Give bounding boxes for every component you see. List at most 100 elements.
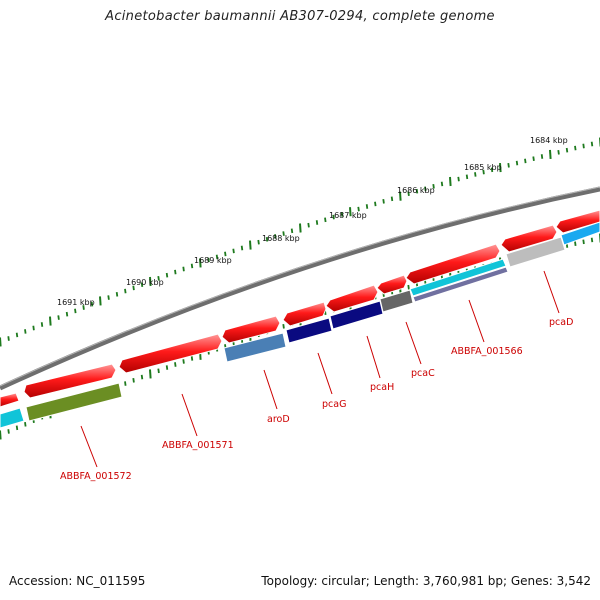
scale-tick-upper <box>582 143 585 149</box>
scale-tick-upper <box>65 311 69 317</box>
leader-pcac <box>405 321 422 365</box>
scale-tick-lower <box>0 430 2 440</box>
gene-label-abbfa-001572: ABBFA_001572 <box>60 471 132 482</box>
feature-box-pcag[interactable] <box>285 317 333 344</box>
scale-tick-upper <box>174 269 177 275</box>
gene-labels: ABBFA_001572 ABBFA_001571 aroD pcaG pcaH… <box>60 317 573 482</box>
scale-tick-upper <box>49 316 52 326</box>
leader-arod <box>263 369 278 410</box>
feature-box-abbfa-001572[interactable] <box>25 382 123 422</box>
scale-tick-upper <box>215 254 219 260</box>
scale-tick-upper <box>140 282 144 288</box>
kbp-label-1686: 1686 kbp <box>397 186 435 195</box>
kbp-scale-upper <box>0 137 600 347</box>
scale-tick-upper <box>332 214 335 220</box>
scale-tick-lower <box>15 425 19 431</box>
scale-tick-upper <box>449 176 452 187</box>
scale-tick-upper <box>482 169 485 175</box>
gene-label-pcag: pcaG <box>322 399 346 410</box>
map-title: Acinetobacter baumannii AB307-0294, comp… <box>105 9 495 24</box>
scale-tick-upper <box>399 191 402 201</box>
feature-box-abbfa-001566[interactable] <box>409 258 507 297</box>
scale-tick-upper <box>257 239 260 245</box>
kbp-label-1690: 1690 kbp <box>126 278 164 287</box>
feature-box-pcac[interactable] <box>379 289 414 313</box>
scale-tick-upper <box>282 231 285 236</box>
kbp-label-1685: 1685 kbp <box>464 163 502 172</box>
scale-tick-upper <box>507 162 510 168</box>
scale-tick-upper <box>190 263 194 269</box>
gene-feature[interactable] <box>221 315 281 344</box>
gene-label-abbfa-001566: ABBFA_001566 <box>451 346 523 357</box>
gene-label-pcac: pcaC <box>411 368 435 379</box>
gene-label-leaders <box>80 270 560 468</box>
scale-tick-upper <box>299 223 302 233</box>
scale-tick-upper <box>182 266 185 272</box>
scale-tick-upper <box>232 248 235 254</box>
gene-feature[interactable] <box>282 301 327 327</box>
scale-tick-upper <box>265 236 269 242</box>
scale-tick-upper <box>407 191 410 197</box>
scale-tick-upper <box>474 172 477 177</box>
feature-box-pcah[interactable] <box>329 300 384 330</box>
scale-tick-upper <box>132 285 135 291</box>
genome-backbone <box>0 186 600 391</box>
gene-feature[interactable] <box>376 274 408 295</box>
gene-feature[interactable] <box>23 363 117 399</box>
genome-backbone-highlight <box>0 186 600 387</box>
feature-box-pcad[interactable] <box>505 236 566 268</box>
scale-tick-upper <box>207 257 210 263</box>
scale-tick-upper <box>90 301 94 307</box>
kbp-label-1688: 1688 kbp <box>262 234 300 243</box>
scale-tick-upper <box>224 251 227 257</box>
feature-box-cyan-left[interactable] <box>0 407 25 429</box>
scale-tick-upper <box>574 145 577 151</box>
scale-tick-upper <box>515 160 519 166</box>
scale-tick-lower <box>190 356 194 361</box>
scale-tick-upper <box>290 228 294 234</box>
scale-tick-upper <box>557 149 560 155</box>
scale-tick-upper <box>357 206 360 212</box>
scale-tick-upper <box>390 196 394 202</box>
scale-tick-lower <box>24 421 27 427</box>
leader-abbfa-001571 <box>181 393 198 437</box>
gene-feature[interactable] <box>325 284 379 313</box>
scale-tick-upper <box>374 201 377 207</box>
scale-tick-upper <box>7 336 10 341</box>
scale-tick-upper <box>549 149 552 159</box>
scale-tick-lower <box>149 369 152 379</box>
kbp-label-1689: 1689 kbp <box>194 256 232 265</box>
scale-tick-lower <box>574 241 577 247</box>
scale-tick-upper <box>590 141 594 147</box>
scale-tick-upper <box>124 288 127 294</box>
scale-tick-upper <box>199 258 202 268</box>
leader-abbfa-001566 <box>468 299 485 343</box>
scale-tick-lower <box>182 359 185 364</box>
scale-tick-upper <box>24 329 27 334</box>
scale-tick-upper <box>0 337 2 347</box>
gene-feature[interactable] <box>405 243 501 285</box>
leader-pcad <box>543 270 560 314</box>
gene-feature[interactable] <box>118 333 223 374</box>
gene-label-abbfa-001571: ABBFA_001571 <box>162 440 234 451</box>
kbp-label-1691: 1691 kbp <box>57 298 95 307</box>
gene-feature[interactable] <box>0 392 20 408</box>
scale-tick-upper <box>307 222 310 228</box>
scale-tick-upper <box>465 174 469 180</box>
scale-tick-lower <box>582 239 585 245</box>
scale-tick-upper <box>107 295 110 300</box>
kbp-labels: 1684 kbp 1685 kbp 1686 kbp 1687 kbp 1688… <box>57 136 568 307</box>
scale-tick-upper <box>524 158 527 164</box>
scale-tick-lower <box>407 284 410 290</box>
scale-tick-lower <box>132 377 135 383</box>
feature-box-sky-right[interactable] <box>560 221 600 246</box>
scale-tick-upper <box>540 154 544 159</box>
scale-tick-upper <box>565 147 569 153</box>
feature-box-abbfa-001566-b[interactable] <box>412 266 509 303</box>
scale-tick-upper <box>165 272 169 278</box>
gene-feature[interactable] <box>555 209 600 234</box>
feature-box-arod[interactable] <box>223 332 287 363</box>
scale-tick-lower <box>174 362 177 367</box>
scale-tick-upper <box>249 240 252 250</box>
